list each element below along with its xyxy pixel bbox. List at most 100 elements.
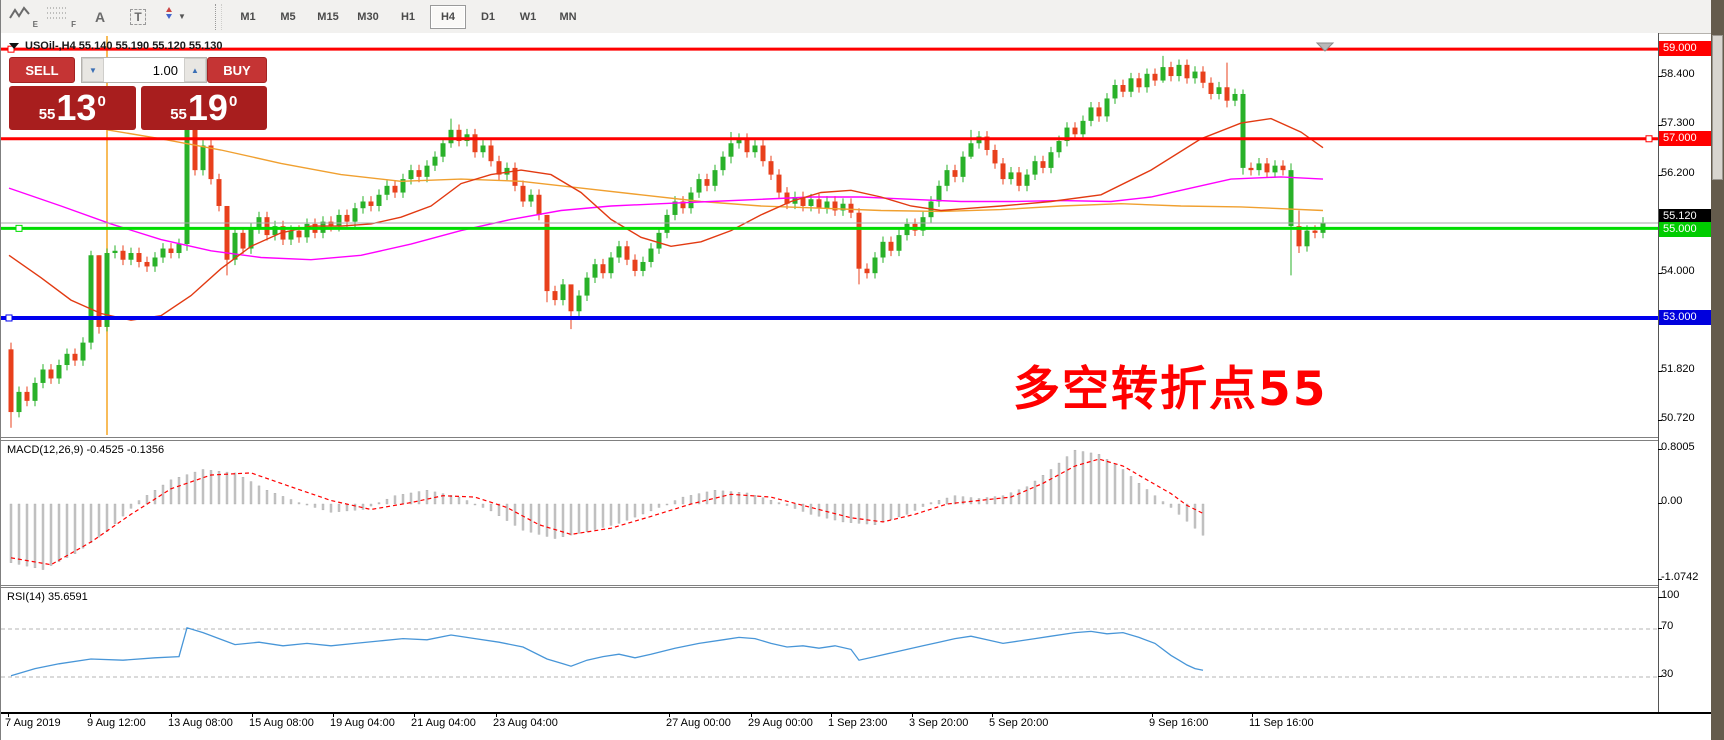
candle <box>152 257 158 267</box>
price-scale[interactable]: 59.000 58.400 57.300 57.000 56.200 55.120 55.0… <box>1659 0 1713 712</box>
scale-label-51.820: 51.820 <box>1661 363 1695 375</box>
time-label: 29 Aug 00:00 <box>748 717 813 729</box>
candle <box>824 201 830 209</box>
text-label-icon[interactable]: A <box>94 8 106 25</box>
price-chart-panel[interactable] <box>1 33 1658 438</box>
tf-button-M15[interactable]: M15 <box>317 10 339 23</box>
candle <box>456 129 462 142</box>
candle <box>1120 85 1126 92</box>
time-tick <box>90 713 91 717</box>
time-label: 23 Aug 04:00 <box>493 717 558 729</box>
candle <box>8 349 14 413</box>
candle <box>1032 161 1038 175</box>
macd-canvas[interactable] <box>1 441 1658 585</box>
indicators-icon[interactable]: E <box>9 5 39 29</box>
candle <box>432 156 438 166</box>
time-tick <box>1252 713 1253 717</box>
candle <box>888 241 894 251</box>
candle <box>192 127 198 171</box>
candle <box>776 174 782 193</box>
grid-icon[interactable]: F <box>47 7 76 29</box>
tf-button-M5[interactable]: M5 <box>280 10 296 23</box>
time-label: 13 Aug 08:00 <box>168 717 233 729</box>
symbol-marker-icon <box>9 43 19 49</box>
candle <box>1296 226 1302 247</box>
candle <box>328 221 334 227</box>
time-label: 3 Sep 20:00 <box>909 717 969 729</box>
volume-decrease-button[interactable]: ▼ <box>82 58 104 82</box>
candle <box>472 134 478 153</box>
arrows-icon[interactable]: ▼ <box>161 5 201 29</box>
volume-increase-button[interactable]: ▲ <box>184 58 206 82</box>
time-label: 1 Sep 23:00 <box>828 717 888 729</box>
scale-tick <box>1658 597 1662 598</box>
candle <box>1088 107 1094 121</box>
candle <box>592 264 598 278</box>
scale-label-58.400: 58.400 <box>1661 68 1695 80</box>
volume-input[interactable] <box>104 58 184 82</box>
tf-button-M30[interactable]: M30 <box>357 10 379 23</box>
tf-button-W1[interactable]: W1 <box>519 10 537 23</box>
candle <box>864 268 870 274</box>
candle <box>1232 93 1238 101</box>
candle <box>368 201 374 206</box>
scale-tick <box>1658 420 1662 421</box>
candle <box>360 201 366 209</box>
candle <box>1128 78 1134 92</box>
tf-button-MN[interactable]: MN <box>559 10 577 23</box>
rsi-canvas[interactable] <box>1 588 1658 713</box>
symbol-ohlc-text: USOil-,H4 55.140 55.190 55.120 55.130 <box>25 40 223 52</box>
candle <box>1112 85 1118 99</box>
candle <box>480 145 486 153</box>
scale-tick <box>1658 273 1662 274</box>
text-box-icon[interactable]: T <box>123 5 153 29</box>
buy-price-box[interactable]: 55 19 0 <box>140 86 267 130</box>
candle <box>376 194 382 206</box>
time-label: 9 Sep 16:00 <box>1149 717 1209 729</box>
time-label: 9 Aug 12:00 <box>87 717 146 729</box>
candle <box>224 205 230 260</box>
candle <box>304 223 310 238</box>
candle <box>144 261 150 267</box>
rsi-panel[interactable] <box>1 587 1658 713</box>
buy-button[interactable]: BUY <box>207 57 267 83</box>
candle <box>760 145 766 162</box>
scrollbar[interactable] <box>1711 0 1724 740</box>
scale-tick <box>1658 579 1662 580</box>
candle <box>648 248 654 262</box>
candle <box>392 185 398 193</box>
candlestick-canvas[interactable] <box>1 33 1658 437</box>
time-label: 7 Aug 2019 <box>5 717 61 729</box>
tf-button-H1[interactable]: H1 <box>400 10 416 23</box>
candle <box>840 203 846 211</box>
candle <box>1200 71 1206 83</box>
time-tick <box>171 713 172 717</box>
scale-label-56.200: 56.200 <box>1661 167 1695 179</box>
scrollbar-thumb[interactable] <box>1712 35 1723 180</box>
macd-panel[interactable] <box>1 440 1658 586</box>
candle <box>944 170 950 186</box>
time-tick <box>992 713 993 717</box>
time-label: 21 Aug 04:00 <box>411 717 476 729</box>
sell-price-box[interactable]: 55 13 0 <box>9 86 136 130</box>
candle <box>32 382 38 401</box>
tf-button-D1[interactable]: D1 <box>480 10 496 23</box>
candle <box>544 214 550 292</box>
tf-button-H4[interactable]: H4 <box>430 4 466 29</box>
candle <box>488 145 494 162</box>
scale-label-57.300: 57.300 <box>1661 117 1695 129</box>
candle <box>416 170 422 177</box>
candle <box>640 261 646 271</box>
scale-label--1.0742: -1.0742 <box>1661 571 1699 583</box>
scale-label-30: 30 <box>1661 668 1674 680</box>
tf-button-M1[interactable]: M1 <box>240 10 256 23</box>
candle <box>296 230 302 238</box>
candle <box>408 170 414 180</box>
candle <box>176 244 182 254</box>
sell-button[interactable]: SELL <box>9 57 75 83</box>
scale-label-54.000: 54.000 <box>1661 265 1695 277</box>
macd-signal-line <box>10 458 1204 566</box>
scale-label-53.000: 53.000 <box>1659 310 1711 325</box>
time-tick <box>8 713 9 717</box>
candle <box>1072 127 1078 135</box>
